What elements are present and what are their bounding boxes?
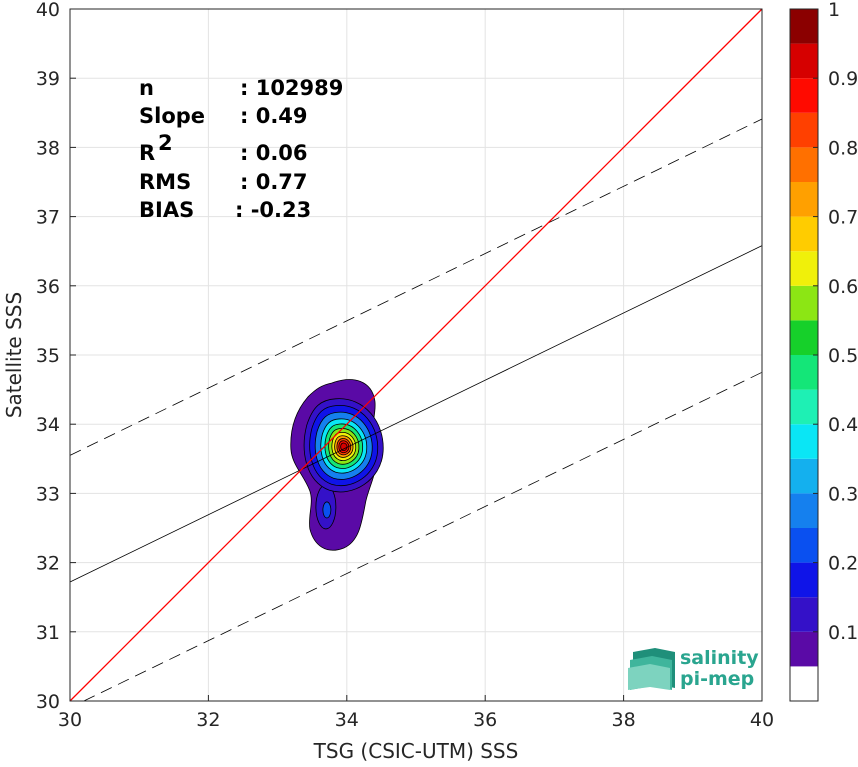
x-tick-label: 30	[58, 709, 82, 731]
y-axis-ticks: 30 31 32 33 34 35 36 37 38 39 40	[36, 0, 76, 713]
stat-value: : 0.06	[240, 141, 308, 165]
colorbar-swatch	[790, 631, 818, 667]
stat-label-superscript: 2	[158, 131, 173, 155]
stat-value: : 0.49	[240, 104, 308, 128]
stat-label: Slope	[139, 104, 205, 128]
x-axis-ticks: 30 32 34 36 38 40	[58, 695, 774, 731]
y-tick-label: 40	[36, 0, 60, 21]
colorbar-swatch	[790, 528, 818, 563]
colorbar-swatch	[790, 458, 818, 494]
colorbar-swatch	[790, 320, 818, 355]
y-tick-label: 31	[36, 622, 60, 644]
stat-label: RMS	[139, 170, 191, 194]
x-tick-label: 36	[473, 709, 497, 731]
colorbar-tick-label: 0.6	[828, 276, 858, 298]
colorbar: 0.1 0.2 0.3 0.4 0.5 0.6 0.7 0.8 0.9 1	[789, 0, 858, 702]
colorbar-tick-label: 0.8	[828, 137, 858, 159]
colorbar-swatch	[790, 666, 818, 701]
y-tick-label: 32	[36, 553, 60, 575]
colorbar-tick-label: 1	[828, 0, 840, 21]
colorbar-swatch	[790, 597, 818, 632]
stat-value: : 102989	[240, 76, 343, 100]
y-axis-label: Satellite SSS	[2, 292, 26, 418]
y-tick-label: 34	[36, 414, 60, 436]
contour-level	[322, 501, 332, 519]
colorbar-swatch	[790, 493, 818, 528]
colorbar-tick-label: 0.3	[828, 483, 858, 505]
stat-label: n	[139, 76, 154, 100]
salinity-pimep-logo: salinity pi-mep	[628, 647, 759, 690]
stat-label: BIAS	[139, 198, 194, 222]
colorbar-tick-label: 0.1	[828, 622, 858, 644]
y-tick-label: 35	[36, 345, 60, 367]
colorbar-swatch	[790, 216, 818, 252]
reference-lines	[69, 8, 763, 702]
y-tick-label: 33	[36, 483, 60, 505]
y-tick-label: 36	[36, 276, 60, 298]
colorbar-tick-label: 0.4	[828, 414, 858, 436]
y-tick-label: 39	[36, 68, 60, 90]
colorbar-tick-label: 0.2	[828, 553, 858, 575]
colorbar-swatch	[790, 562, 818, 598]
colorbar-swatch	[790, 355, 818, 390]
colorbar-swatch	[790, 43, 818, 79]
colorbar-swatch	[790, 424, 818, 459]
x-tick-label: 40	[750, 709, 774, 731]
x-tick-label: 38	[612, 709, 636, 731]
y-tick-label: 38	[36, 137, 60, 159]
logo-line2: pi-mep	[680, 668, 754, 690]
x-tick-label: 34	[335, 709, 359, 731]
colorbar-swatch	[790, 285, 818, 321]
logo-wave-icon	[628, 648, 675, 690]
stat-label: R	[139, 141, 155, 165]
envelope-line	[69, 118, 763, 456]
colorbar-swatch	[790, 389, 818, 425]
y-tick-label: 30	[36, 691, 60, 713]
colorbar-tick-label: 0.7	[828, 207, 858, 229]
envelope-line	[83, 371, 763, 702]
contour-level	[340, 442, 348, 452]
y-tick-label: 37	[36, 207, 60, 229]
regression-line	[69, 245, 763, 583]
x-tick-label: 32	[196, 709, 220, 731]
colorbar-swatch	[790, 147, 818, 182]
colorbar-tick-label: 0.9	[828, 68, 858, 90]
colorbar-swatch	[790, 9, 818, 44]
colorbar-swatch	[790, 112, 818, 148]
colorbar-swatch	[790, 182, 818, 217]
stat-value: : -0.23	[235, 198, 311, 222]
statistics-box: n : 102989 Slope : 0.49 R 2 : 0.06 RMS : 0.77 BIA…	[139, 76, 343, 222]
colorbar-swatch	[790, 78, 818, 113]
density-contours	[290, 379, 384, 551]
colorbar-tick-label: 0.5	[828, 345, 858, 367]
stat-value: : 0.77	[240, 170, 308, 194]
x-axis-label: TSG (CSIC-UTM) SSS	[313, 739, 519, 763]
identity-line	[69, 8, 763, 702]
logo-line1: salinity	[680, 647, 759, 669]
colorbar-swatch	[790, 251, 818, 286]
